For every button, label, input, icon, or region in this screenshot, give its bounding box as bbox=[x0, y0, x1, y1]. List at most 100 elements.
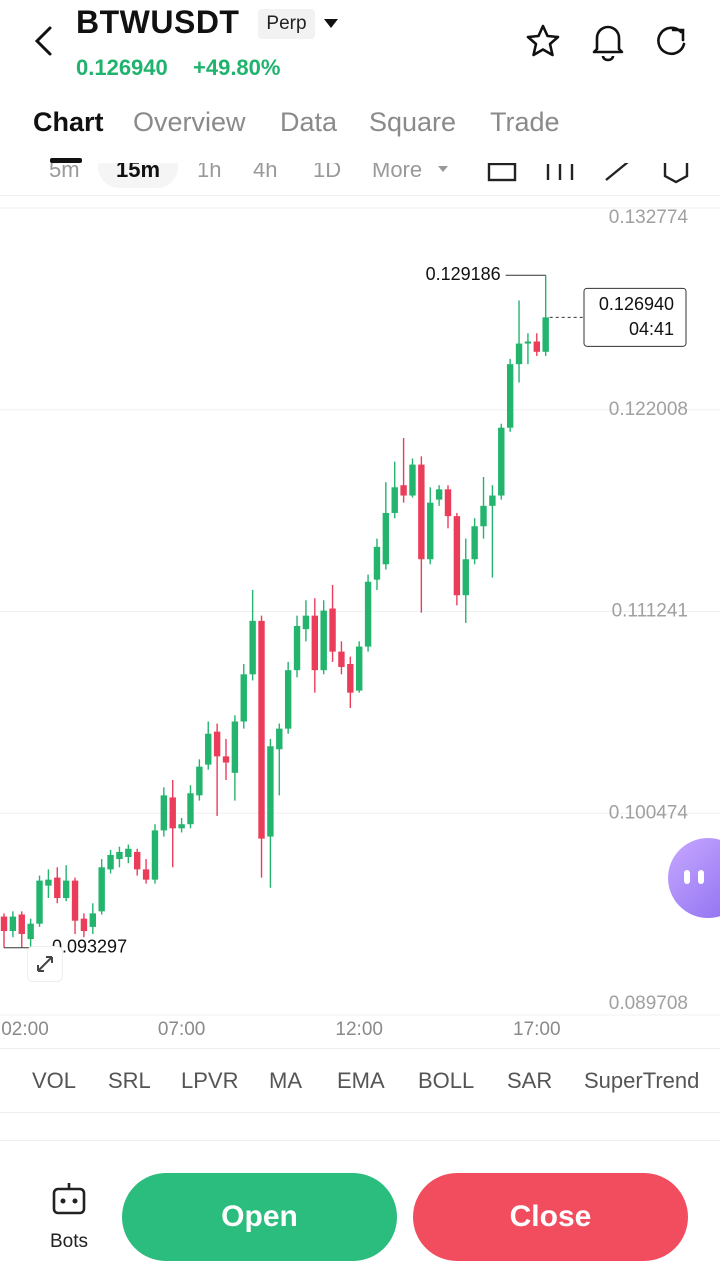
candle-body bbox=[409, 464, 416, 496]
y-tick-label: 0.132774 bbox=[609, 207, 689, 228]
dropdown-arrow[interactable] bbox=[324, 19, 338, 28]
favorite-icon[interactable] bbox=[526, 24, 560, 57]
x-tick-label: 12:00 bbox=[335, 1019, 383, 1040]
bubble-eye bbox=[684, 870, 690, 884]
candle-body bbox=[356, 646, 363, 691]
indicator[interactable]: SuperTrend bbox=[584, 1068, 700, 1093]
candle-body bbox=[222, 756, 230, 763]
candle-body bbox=[27, 923, 34, 940]
candle-body bbox=[293, 625, 301, 671]
indicator[interactable]: SRL bbox=[108, 1068, 151, 1093]
candle-body bbox=[302, 615, 310, 630]
x-tick-label: 17:00 bbox=[513, 1019, 561, 1040]
candle-body bbox=[320, 610, 327, 671]
candle-body bbox=[364, 581, 372, 647]
candle-body bbox=[400, 485, 407, 496]
candle-body bbox=[9, 916, 17, 932]
price-change: +49.80% bbox=[193, 55, 281, 80]
candle-body bbox=[418, 464, 425, 560]
close-button[interactable]: Close bbox=[413, 1173, 688, 1261]
candle-body bbox=[373, 546, 381, 580]
candle-body bbox=[125, 848, 132, 857]
indicator-icon[interactable] bbox=[546, 164, 574, 180]
candle-body bbox=[89, 913, 96, 927]
candle-body bbox=[338, 651, 345, 667]
candle-body bbox=[258, 620, 265, 839]
more-arrow bbox=[438, 166, 448, 172]
candle-body bbox=[45, 879, 52, 886]
candle-body bbox=[276, 728, 283, 750]
bots-label[interactable]: Bots bbox=[49, 1231, 89, 1252]
candle-body bbox=[515, 343, 523, 365]
candle-body bbox=[311, 615, 318, 671]
last-price-label: 0.126940 bbox=[599, 294, 674, 314]
tab[interactable]: Chart bbox=[33, 107, 104, 137]
indicator-row: VOL SRL LPVR MA EMA BOLL SAR SuperTrend bbox=[0, 1048, 720, 1113]
expand-icon bbox=[37, 956, 53, 972]
indicator[interactable]: VOL bbox=[32, 1068, 77, 1093]
y-tick-label: 0.089708 bbox=[609, 993, 688, 1014]
chart-tools bbox=[438, 154, 689, 184]
candle-body bbox=[187, 793, 194, 825]
candle-body bbox=[347, 663, 354, 693]
tab[interactable]: Data bbox=[280, 107, 338, 137]
candle-body bbox=[178, 824, 185, 829]
indicator[interactable]: LPVR bbox=[181, 1068, 239, 1093]
indicator[interactable]: SAR bbox=[507, 1068, 553, 1093]
tab[interactable]: Trade bbox=[490, 107, 560, 137]
draw-icon[interactable] bbox=[605, 161, 629, 181]
indicator[interactable]: MA bbox=[269, 1068, 302, 1093]
candle-body bbox=[480, 505, 487, 527]
candle-body bbox=[54, 877, 61, 899]
candle-body bbox=[498, 427, 505, 496]
refresh-arrow bbox=[671, 28, 685, 42]
candle-body bbox=[453, 516, 461, 596]
candle-body bbox=[205, 733, 212, 765]
symbol[interactable]: BTWUSDT bbox=[76, 4, 240, 40]
layout-icon[interactable] bbox=[487, 162, 517, 182]
candle-body bbox=[444, 489, 452, 517]
tab-bar: Chart Overview Data Square Trade bbox=[0, 95, 720, 163]
candle-body bbox=[151, 830, 159, 880]
candlestick-chart: 0.089708 0.100474 0.111241 0.122008 0.132774… bbox=[0, 207, 720, 1040]
expand-button[interactable] bbox=[27, 946, 63, 982]
footer: Bots Open Close bbox=[0, 1140, 720, 1278]
tab[interactable]: Square bbox=[369, 107, 457, 137]
countdown: 04:41 bbox=[629, 319, 674, 339]
candle-body bbox=[240, 674, 247, 722]
back-button[interactable] bbox=[34, 26, 52, 56]
indicator[interactable]: EMA bbox=[337, 1068, 385, 1093]
indicator[interactable]: BOLL bbox=[418, 1068, 475, 1093]
last-price-box bbox=[583, 287, 687, 347]
open-button[interactable]: Open bbox=[122, 1173, 397, 1261]
tab[interactable]: Overview bbox=[133, 107, 246, 137]
candle-body bbox=[196, 766, 203, 796]
low-label: 0.093297 bbox=[52, 936, 127, 956]
alert-icon[interactable] bbox=[592, 25, 624, 62]
candle-body bbox=[231, 721, 239, 773]
candle-body bbox=[506, 364, 514, 428]
candle-body bbox=[542, 317, 549, 352]
candle-body bbox=[116, 851, 123, 860]
candle-body bbox=[98, 867, 105, 912]
candle-body bbox=[427, 502, 434, 560]
y-tick-label: 0.100474 bbox=[609, 802, 689, 823]
candle-body bbox=[435, 489, 443, 500]
candle-body bbox=[36, 880, 43, 924]
bots-icon[interactable] bbox=[50, 1181, 88, 1219]
candle-body bbox=[213, 731, 221, 757]
candle-body bbox=[489, 495, 496, 506]
refresh-icon[interactable] bbox=[657, 26, 686, 56]
candle-body bbox=[107, 854, 114, 870]
candle-body bbox=[142, 869, 150, 880]
candle-body bbox=[462, 559, 469, 596]
x-tick-label: 07:00 bbox=[158, 1019, 206, 1040]
candle-body bbox=[471, 526, 478, 560]
candle-body bbox=[71, 880, 79, 921]
candle-body bbox=[524, 341, 532, 344]
candle-body bbox=[382, 512, 390, 565]
y-tick-label: 0.111241 bbox=[612, 601, 688, 622]
candle-body bbox=[249, 620, 256, 675]
